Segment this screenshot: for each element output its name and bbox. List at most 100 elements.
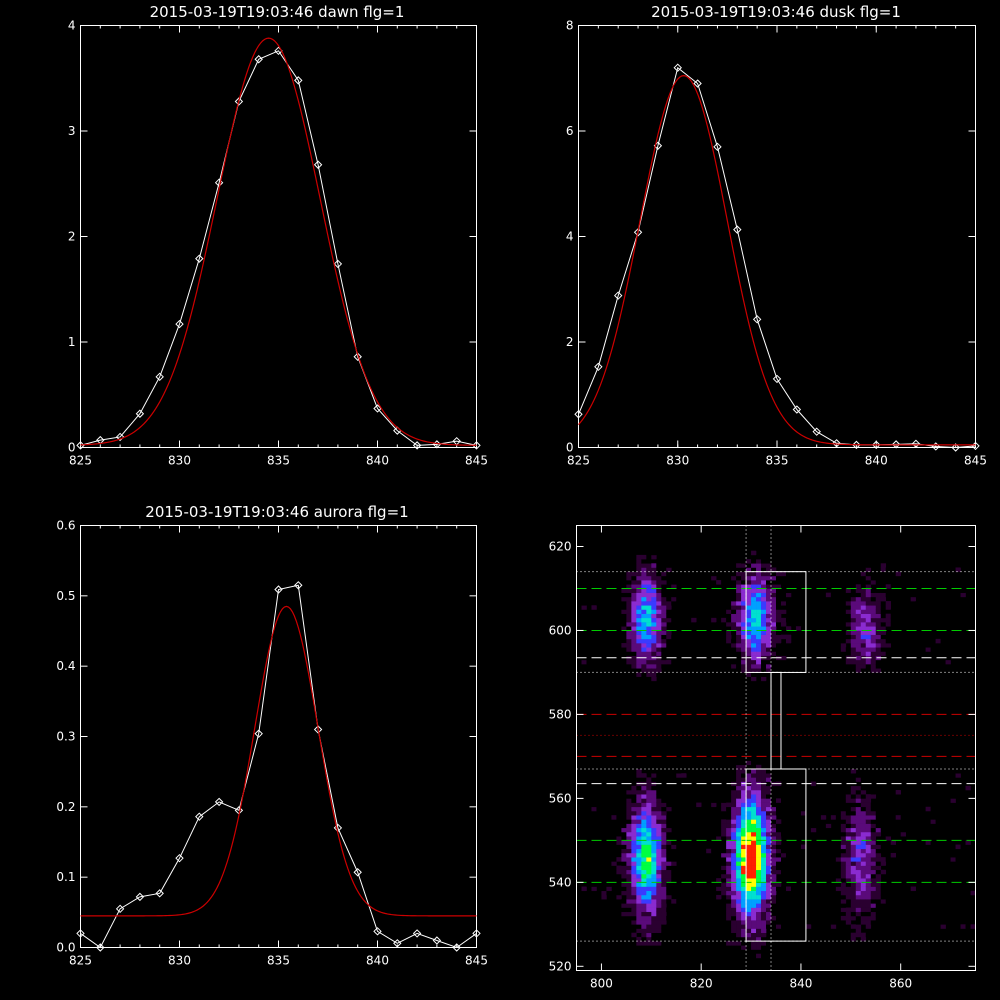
heatmap-cell: [885, 584, 892, 589]
heatmap-cell: [766, 680, 772, 686]
heatmap-cell: [860, 907, 867, 913]
heatmap-cell: [860, 831, 867, 837]
heatmap-cell: [850, 756, 857, 761]
heatmap-cell: [935, 873, 941, 879]
heatmap-cell: [656, 773, 662, 778]
heatmap-cell: [646, 806, 652, 812]
heatmap-cell: [606, 664, 612, 669]
heatmap-cell: [646, 941, 652, 946]
heatmap-cell: [766, 685, 772, 690]
heatmap-cell: [756, 882, 762, 887]
heatmap-cell: [855, 941, 862, 946]
heatmap-cell: [865, 567, 872, 572]
heatmap-cell: [676, 844, 682, 850]
heatmap-cell: [870, 806, 877, 812]
heatmap-cell: [855, 592, 862, 598]
heatmap-cell: [945, 878, 951, 883]
heatmap-cell: [666, 819, 672, 824]
heatmap-cell: [741, 575, 747, 581]
heatmap-cell: [686, 815, 692, 820]
dawn-data-point: [472, 441, 481, 450]
heatmap-cell: [790, 617, 797, 623]
heatmap-cell: [666, 714, 672, 719]
heatmap-cell: [676, 542, 682, 547]
heatmap-cell: [636, 831, 642, 837]
heatmap-cell: [785, 865, 792, 871]
heatmap-cell: [950, 575, 956, 581]
heatmap-cell: [850, 911, 857, 917]
heatmap-cell: [611, 932, 617, 938]
heatmap-cell: [661, 907, 667, 913]
heatmap-cell: [880, 890, 887, 896]
heatmap-cell: [830, 882, 837, 887]
heatmap-cell: [766, 571, 772, 577]
heatmap-cell: [731, 945, 737, 950]
heatmap-cell: [780, 878, 787, 883]
heatmap-cell: [771, 689, 777, 694]
heatmap-cell: [676, 563, 682, 568]
heatmap-cell: [785, 668, 792, 673]
heatmap-cell: [855, 748, 862, 753]
heatmap-cell: [641, 785, 647, 791]
heatmap-cell: [810, 613, 817, 619]
heatmap-cell: [621, 932, 627, 938]
heatmap-cell: [741, 617, 747, 623]
heatmap-cell: [850, 890, 857, 896]
heatmap-cell: [721, 819, 727, 824]
heatmap-cell: [731, 861, 737, 866]
heatmap-cell: [950, 798, 956, 803]
heatmap-cell: [761, 789, 767, 795]
heatmap-cell: [751, 848, 757, 854]
heatmap-cell: [641, 857, 647, 862]
heatmap-cell: [606, 651, 612, 656]
heatmap-cell: [790, 647, 797, 652]
heatmap-cell: [736, 789, 742, 795]
heatmap-cell: [766, 781, 772, 787]
heatmap-cell: [756, 802, 762, 808]
heatmap-cell: [830, 798, 837, 803]
heatmap-cell: [671, 911, 677, 917]
heatmap-cell: [860, 865, 867, 871]
heatmap-cell: [746, 638, 752, 644]
heatmap-cell: [611, 815, 617, 820]
heatmap-cell: [731, 815, 737, 820]
heatmap-cell: [930, 806, 936, 812]
heatmap-cell: [845, 810, 852, 816]
heatmap-cell: [721, 852, 727, 858]
heatmap-cell: [736, 873, 742, 879]
heatmap-cell: [855, 634, 862, 640]
heatmap-cell: [686, 890, 692, 896]
heatmap-cell: [736, 865, 742, 871]
heatmap-cell: [855, 575, 862, 581]
heatmap-cell: [591, 546, 597, 551]
heatmap-cell: [845, 647, 852, 652]
heatmap-cell: [880, 894, 887, 900]
heatmap-cell: [591, 525, 597, 530]
aurora-data-point: [254, 729, 263, 738]
heatmap-cell: [790, 546, 797, 551]
heatmap-cell: [741, 605, 747, 610]
heatmap-cell: [766, 886, 772, 892]
heatmap-cell: [721, 865, 727, 871]
heatmap-cell: [626, 798, 632, 803]
heatmap-cell: [666, 857, 672, 862]
heatmap-cell: [855, 651, 862, 656]
heatmap-cell: [970, 911, 976, 917]
heatmap-cell: [885, 567, 892, 572]
heatmap-cell: [776, 844, 782, 850]
heatmap-cell: [726, 731, 732, 736]
heatmap-cell: [795, 806, 802, 812]
heatmap-cell: [855, 685, 862, 690]
heatmap-cell: [880, 710, 887, 715]
heatmap-cell: [945, 789, 951, 795]
heatmap-cell: [716, 580, 722, 585]
heatmap-cell: [736, 798, 742, 803]
heatmap-cell: [581, 903, 587, 908]
heatmap-cell: [835, 831, 842, 837]
heatmap-cell: [651, 664, 657, 669]
heatmap-cell: [746, 936, 752, 942]
heatmap-cell: [810, 806, 817, 812]
heatmap-cell: [800, 605, 807, 610]
heatmap-cell: [955, 932, 961, 938]
